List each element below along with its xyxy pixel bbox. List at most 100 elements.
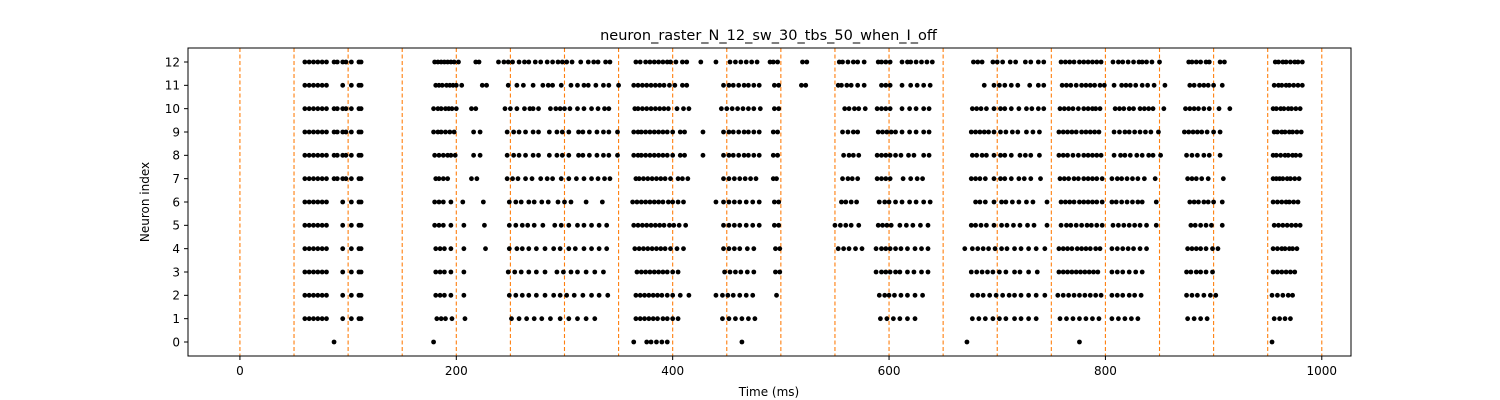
spike-n11-102 bbox=[1187, 82, 1193, 88]
spike-n6-100 bbox=[1275, 199, 1280, 205]
spike-n6-81 bbox=[1090, 199, 1095, 205]
spike-n7-88 bbox=[1094, 176, 1100, 182]
spike-n3-42 bbox=[744, 269, 750, 275]
spike-n5-28 bbox=[596, 222, 602, 228]
spike-n5-18 bbox=[519, 222, 525, 228]
spike-n4-20 bbox=[533, 246, 539, 252]
spike-n11-44 bbox=[667, 82, 672, 88]
spike-n7-109 bbox=[1288, 176, 1293, 182]
spike-n11-66 bbox=[879, 82, 884, 88]
y-tick-label-3: 3 bbox=[172, 265, 180, 279]
spike-n10-39 bbox=[606, 106, 612, 112]
spike-n9-71 bbox=[907, 129, 912, 135]
spike-n3-1 bbox=[306, 269, 312, 275]
spike-n10-118 bbox=[1273, 106, 1279, 112]
spike-n1-50 bbox=[982, 316, 988, 322]
spike-n10-98 bbox=[1097, 106, 1103, 112]
spike-n12-108 bbox=[1110, 59, 1116, 65]
spike-n12-3 bbox=[315, 59, 321, 65]
spike-n5-12 bbox=[440, 222, 446, 228]
spike-n6-103 bbox=[1286, 199, 1292, 205]
spike-n5-81 bbox=[1079, 222, 1085, 228]
spike-n1-69 bbox=[1135, 316, 1141, 322]
spike-n7-94 bbox=[1130, 176, 1135, 182]
spike-n2-12 bbox=[442, 292, 447, 298]
spike-n3-33 bbox=[656, 269, 662, 275]
spike-n8-62 bbox=[846, 152, 852, 158]
spike-n1-77 bbox=[1288, 316, 1293, 322]
spike-n6-58 bbox=[899, 199, 905, 205]
spike-n9-59 bbox=[770, 129, 776, 135]
spike-n11-72 bbox=[921, 82, 927, 88]
spike-n8-58 bbox=[756, 152, 762, 158]
spike-n12-26 bbox=[510, 59, 515, 65]
spike-n5-100 bbox=[1271, 222, 1277, 228]
spike-n5-103 bbox=[1284, 222, 1290, 228]
spike-n12-57 bbox=[713, 59, 719, 65]
spike-n3-39 bbox=[727, 269, 733, 275]
spike-n11-18 bbox=[479, 82, 485, 88]
spike-n2-43 bbox=[730, 292, 736, 298]
spike-n12-44 bbox=[633, 59, 639, 65]
spike-n5-54 bbox=[848, 222, 854, 228]
spike-n8-26 bbox=[536, 152, 541, 158]
spike-n4-13 bbox=[448, 246, 454, 252]
spike-n4-58 bbox=[893, 246, 898, 252]
spike-n10-82 bbox=[1002, 106, 1008, 112]
spike-n10-73 bbox=[913, 106, 919, 112]
spike-n12-89 bbox=[990, 59, 996, 65]
spike-n1-53 bbox=[1003, 316, 1009, 322]
spike-n7-91 bbox=[1114, 176, 1120, 182]
spike-n6-53 bbox=[854, 199, 859, 205]
spike-n1-12 bbox=[443, 316, 448, 322]
spike-n9-45 bbox=[660, 129, 666, 135]
spike-n9-26 bbox=[536, 129, 541, 135]
spike-n5-32 bbox=[639, 222, 645, 228]
spike-n10-55 bbox=[735, 106, 740, 112]
spike-n9-84 bbox=[1015, 129, 1021, 135]
spike-n3-58 bbox=[979, 269, 985, 275]
spike-n7-60 bbox=[874, 176, 880, 182]
spike-n7-56 bbox=[840, 176, 845, 182]
y-tick-label-10: 10 bbox=[165, 102, 180, 116]
spike-n12-10 bbox=[348, 59, 354, 65]
spike-n7-76 bbox=[1016, 176, 1022, 182]
spike-n1-2 bbox=[311, 316, 316, 322]
spike-n4-101 bbox=[1270, 246, 1276, 252]
spike-n12-132 bbox=[1295, 59, 1301, 65]
spike-n8-109 bbox=[1201, 152, 1207, 158]
spike-n10-45 bbox=[652, 106, 658, 112]
spike-n10-110 bbox=[1187, 106, 1193, 112]
spike-n7-84 bbox=[1075, 176, 1081, 182]
spike-n8-90 bbox=[1070, 152, 1076, 158]
spike-n11-69 bbox=[899, 82, 905, 88]
spike-n4-6 bbox=[340, 246, 346, 252]
spike-n8-82 bbox=[1008, 152, 1014, 158]
spike-n6-87 bbox=[1124, 199, 1130, 205]
spike-n8-50 bbox=[700, 152, 706, 158]
spike-n9-40 bbox=[638, 129, 644, 135]
spike-n5-63 bbox=[918, 222, 923, 228]
spike-n8-44 bbox=[656, 152, 662, 158]
spike-n11-1 bbox=[306, 82, 312, 88]
spike-n1-33 bbox=[664, 316, 670, 322]
spike-n8-19 bbox=[471, 152, 477, 158]
spike-n5-25 bbox=[575, 222, 580, 228]
spike-n10-37 bbox=[595, 106, 601, 112]
spike-n9-110 bbox=[1194, 129, 1200, 135]
spike-n2-91 bbox=[1280, 292, 1286, 298]
spike-n9-79 bbox=[986, 129, 991, 135]
spike-n5-43 bbox=[726, 222, 732, 228]
spike-n10-112 bbox=[1196, 106, 1201, 112]
spike-n4-45 bbox=[744, 246, 750, 252]
spike-n5-16 bbox=[506, 222, 512, 228]
spike-n2-32 bbox=[646, 292, 652, 298]
spike-n4-39 bbox=[674, 246, 680, 252]
spike-n6-28 bbox=[630, 199, 636, 205]
spike-n8-4 bbox=[319, 152, 325, 158]
spike-n12-47 bbox=[647, 59, 653, 65]
spike-n8-17 bbox=[448, 152, 454, 158]
spike-n12-19 bbox=[451, 59, 457, 65]
spike-n2-6 bbox=[340, 292, 346, 298]
spike-n8-13 bbox=[432, 152, 438, 158]
